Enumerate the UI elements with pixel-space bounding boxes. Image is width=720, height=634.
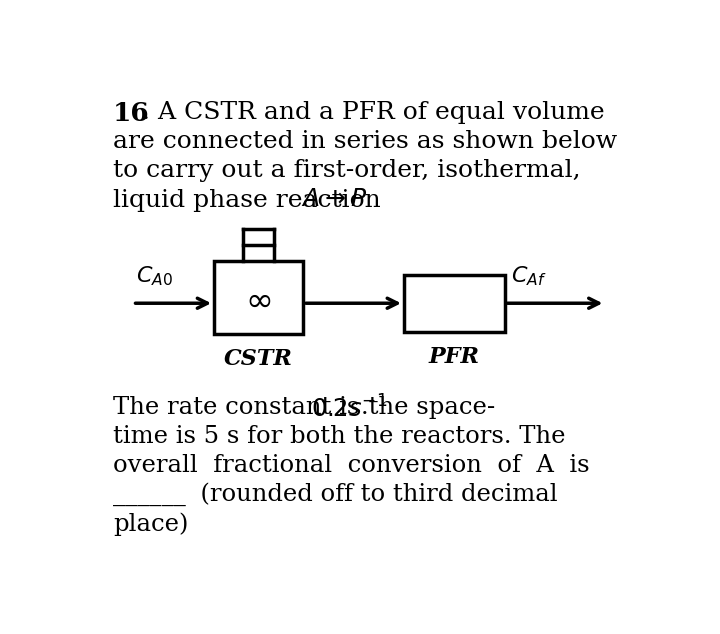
Text: $\infty$: $\infty$ [246, 285, 271, 317]
Text: time is 5 s for both the reactors. The: time is 5 s for both the reactors. The [113, 425, 566, 448]
Bar [404, 275, 505, 332]
Text: $0.2s^{-1}$: $0.2s^{-1}$ [311, 396, 387, 423]
Text: are connected in series as shown below: are connected in series as shown below [113, 130, 618, 153]
Text: CSTR: CSTR [224, 348, 293, 370]
Text: $C_{A0}$: $C_{A0}$ [137, 264, 174, 288]
Text: The rate constant is: The rate constant is [113, 396, 375, 418]
Text: overall  fractional  conversion  of  A  is: overall fractional conversion of A is [113, 454, 590, 477]
Text: $C_{Af}$: $C_{Af}$ [510, 264, 546, 288]
Text: . A CSTR and a PFR of equal volume: . A CSTR and a PFR of equal volume [142, 101, 605, 124]
Text: to carry out a first-order, isothermal,: to carry out a first-order, isothermal, [113, 159, 581, 182]
Text: PFR: PFR [428, 346, 480, 368]
Text: ______: ______ [113, 483, 186, 507]
Bar [214, 261, 303, 334]
Text: .the space-: .the space- [361, 396, 495, 418]
Text: 16: 16 [113, 101, 150, 126]
Text: place): place) [113, 513, 189, 536]
Text: liquid phase reaction: liquid phase reaction [113, 188, 397, 212]
Text: (rounded off to third decimal: (rounded off to third decimal [184, 483, 557, 507]
Text: $A\rightarrow P$: $A\rightarrow P$ [301, 188, 367, 212]
